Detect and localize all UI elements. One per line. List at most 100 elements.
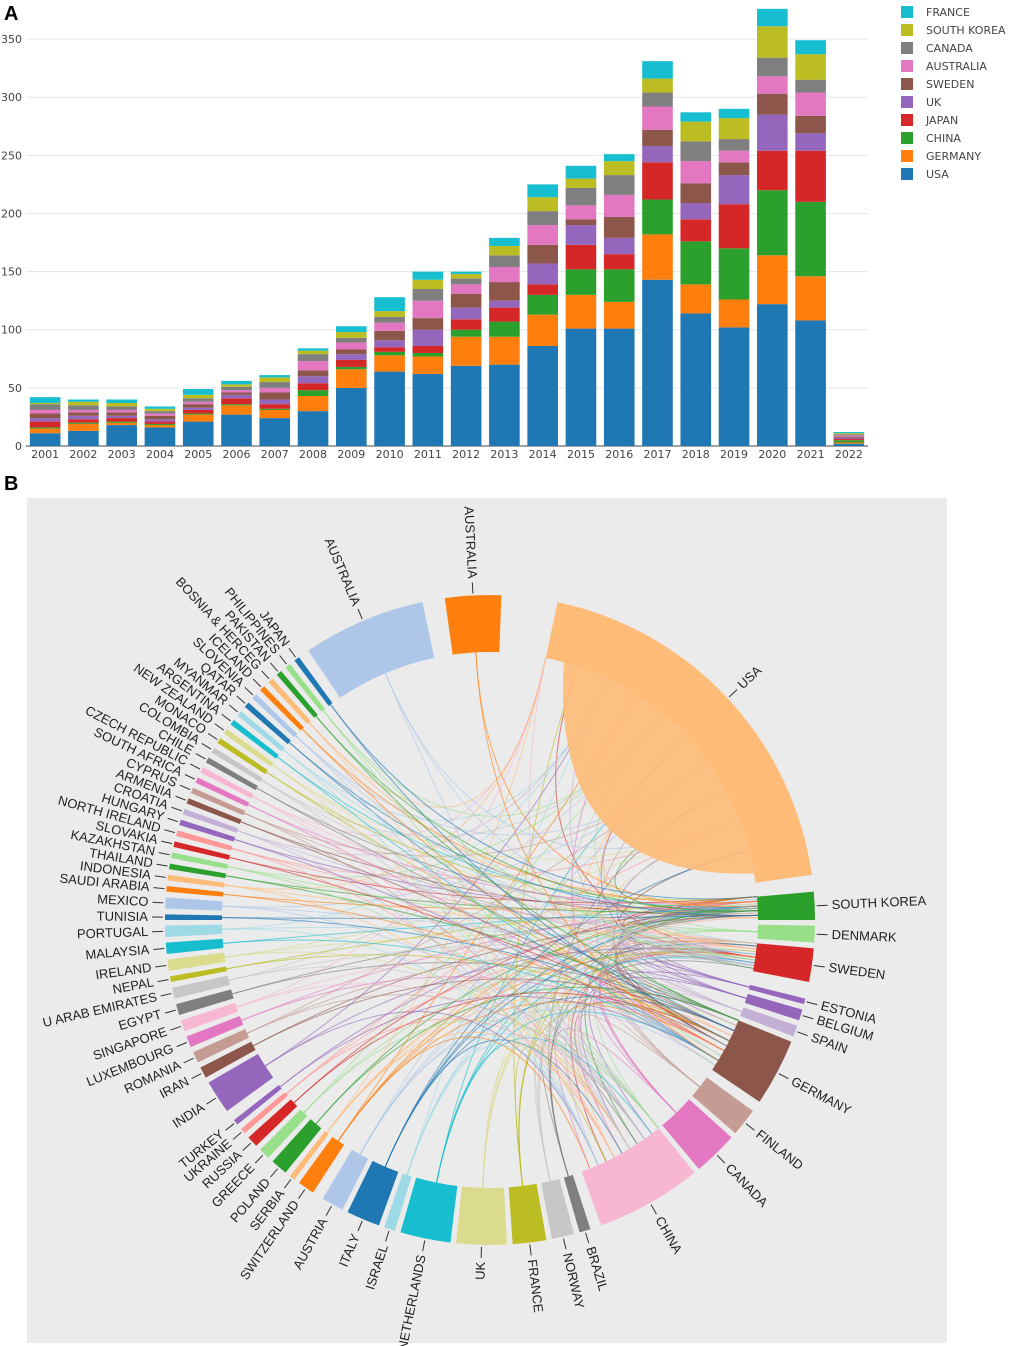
bar-segment	[336, 366, 367, 370]
country-label: AUSTRALIA	[461, 506, 480, 579]
country-arc	[230, 719, 279, 759]
bar-segment	[221, 380, 252, 385]
country-arc	[272, 1119, 322, 1173]
country-arc	[298, 1136, 345, 1193]
country-label: MALAYSIA	[85, 942, 150, 963]
country-arc	[400, 1177, 458, 1243]
label-tick	[745, 1123, 755, 1131]
label-tick	[279, 655, 287, 665]
bar-segment	[565, 178, 597, 188]
chord-ribbon	[228, 943, 756, 981]
bar-segment	[297, 396, 329, 412]
country-label: DENMARK	[831, 927, 897, 945]
bar-segment	[757, 76, 788, 94]
x-tick-label: 2004	[146, 448, 174, 461]
chord-ribbon	[295, 735, 645, 1140]
country-arc	[205, 757, 258, 791]
bar-segment	[680, 284, 712, 314]
bar-segment	[680, 183, 712, 204]
bar-segment	[795, 320, 826, 446]
country-label: MEXICO	[97, 891, 149, 909]
country-arc	[248, 1099, 298, 1146]
bar-segment	[106, 421, 137, 423]
label-tick	[288, 647, 296, 658]
bar-segment	[833, 440, 865, 443]
y-tick-label: 250	[1, 149, 22, 162]
chord-ribbon	[222, 905, 755, 967]
bar-segment	[297, 370, 329, 377]
bar-segment	[259, 387, 291, 393]
bar-segment	[221, 405, 252, 415]
country-arc	[172, 975, 230, 999]
legend-swatch	[901, 96, 913, 108]
bar-segment	[680, 141, 712, 162]
bar-segment	[718, 150, 750, 163]
bar-segment	[603, 237, 635, 255]
bar-segment	[718, 118, 750, 140]
label-tick	[585, 1232, 590, 1244]
bar-segment	[68, 401, 99, 406]
bar-segment	[106, 402, 137, 407]
label-tick	[283, 1179, 292, 1189]
country-arc	[167, 874, 225, 888]
country-arc	[208, 1054, 274, 1112]
label-tick	[232, 1131, 242, 1140]
country-arc	[186, 798, 242, 824]
bar-segment	[833, 433, 865, 435]
chord-ribbon	[237, 830, 599, 1166]
chord-ribbon	[253, 978, 735, 1047]
bar-segment	[450, 284, 482, 294]
y-tick-label: 350	[1, 33, 22, 46]
bar-segment	[259, 382, 291, 388]
label-tick	[650, 1204, 657, 1215]
bar-segment	[68, 422, 99, 424]
bar-segment	[144, 413, 176, 416]
bar-segment	[527, 294, 558, 315]
country-arc	[241, 1092, 288, 1134]
country-arc	[190, 787, 246, 816]
y-gridlines	[26, 38, 868, 447]
bar-segment	[29, 397, 61, 403]
y-tick-label: 150	[1, 266, 22, 279]
bar-segment	[527, 346, 558, 446]
country-arc	[169, 966, 227, 983]
bar-segment	[182, 401, 214, 405]
bar-segment	[795, 276, 826, 321]
bar-segment	[68, 399, 99, 402]
bar-segment	[450, 365, 482, 446]
country-arc	[744, 993, 803, 1021]
chord-ribbon	[240, 821, 735, 1032]
label-tick	[170, 1025, 181, 1031]
bar-segment	[489, 246, 520, 256]
bar-segment	[182, 394, 214, 399]
country-arc	[217, 738, 268, 775]
bar-segment	[603, 301, 635, 329]
legend-label: CANADA	[926, 42, 973, 55]
country-arc	[167, 952, 226, 971]
bar-segment	[757, 57, 788, 77]
bar-segment	[221, 414, 252, 446]
bar-segment	[642, 78, 673, 93]
chord-ribbon	[580, 971, 750, 1150]
chord-ribbon	[359, 907, 758, 1155]
bar-segment	[795, 201, 826, 277]
bar-segment	[29, 418, 61, 422]
label-tick	[153, 887, 165, 890]
label-tick	[158, 852, 170, 856]
bar-segment	[833, 434, 865, 436]
bar-segment	[603, 154, 635, 162]
bar-segment	[489, 237, 520, 247]
bar-segment	[412, 318, 444, 330]
chord-ribbon	[322, 709, 660, 1129]
bar-segment	[297, 354, 329, 362]
label-tick	[207, 733, 218, 740]
bar-segment	[603, 216, 635, 238]
bar-segment	[642, 162, 673, 200]
bar-segment	[718, 108, 750, 119]
country-arc	[200, 767, 254, 799]
bar-segment	[29, 433, 61, 446]
bar-segment	[450, 319, 482, 330]
country-arc	[165, 938, 224, 954]
bar-segment	[182, 407, 214, 410]
label-tick	[191, 1073, 202, 1080]
